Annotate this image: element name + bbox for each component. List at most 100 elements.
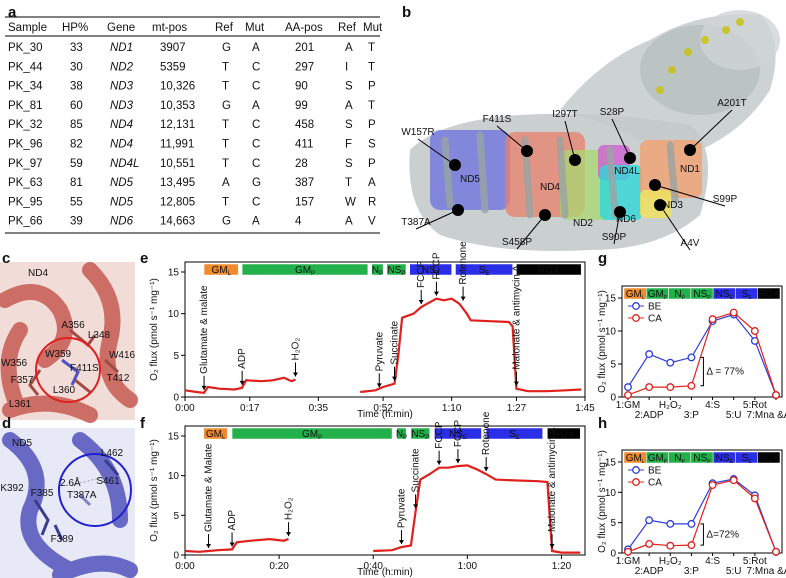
table-cell: C	[252, 196, 260, 208]
table-cell: S	[345, 81, 353, 93]
protocol-label: NSE	[716, 289, 734, 301]
table-cell: 387	[295, 177, 314, 189]
delta-bracket	[700, 356, 704, 387]
x-tick-label: 5:Rot	[743, 556, 767, 567]
shape	[606, 146, 619, 219]
mutation-label: A4V	[681, 238, 700, 249]
protocol-label: SE	[742, 289, 753, 301]
x-tick-label: 1:00	[458, 561, 478, 572]
protocol-label-sub: E	[730, 459, 734, 465]
table-cell: ND5	[110, 196, 134, 208]
data-point	[666, 358, 675, 367]
table-cell: 90	[295, 81, 308, 93]
shape	[684, 48, 692, 56]
table-cell: I	[345, 61, 348, 73]
legend-marker	[632, 478, 640, 486]
event-arrowhead	[206, 544, 212, 549]
protocol-label-main: S	[742, 289, 749, 300]
table-cell: PK_44	[8, 61, 43, 73]
x-axis-label: Time (h:min)	[357, 567, 413, 578]
table-cell: T	[222, 61, 229, 73]
x-tick-label: 7:Mna &AMA	[747, 410, 786, 421]
data-point	[772, 391, 780, 399]
protocol-label-sub: P	[311, 271, 315, 277]
table-cell: 12,131	[160, 119, 195, 131]
protocol-step	[434, 427, 482, 440]
leader-line	[516, 214, 546, 250]
x-tick-label: 0:00	[175, 403, 195, 414]
subunit-label: ND1	[680, 164, 700, 175]
data-point	[624, 391, 632, 399]
panel-label: h	[598, 415, 607, 432]
x-tick-label: 0:35	[309, 403, 329, 414]
table-header: Ref	[338, 22, 357, 34]
residue-label: L462	[101, 448, 124, 459]
event-arrowhead	[455, 459, 461, 464]
residue-label: W416	[109, 350, 136, 361]
protocol-step	[757, 287, 781, 300]
table-cell: T	[368, 42, 375, 54]
legend-marker	[632, 314, 640, 322]
table-cell: 33	[70, 42, 83, 54]
residue-label: F357	[11, 375, 34, 386]
data-point	[624, 547, 632, 556]
protocol-label: GML	[626, 289, 645, 301]
table-header: HP%	[62, 22, 88, 34]
x-tick-label: 0:00	[175, 561, 195, 572]
event-label: Glutamate & malate	[199, 285, 210, 374]
y-tick-label: 5	[610, 518, 616, 529]
protocol-step	[410, 427, 430, 440]
y-axis-label: O₂ flux (pmol s⁻¹ mg⁻¹)	[597, 450, 608, 553]
y-tick-label: 0	[610, 393, 616, 404]
event-label: FCCP	[416, 260, 427, 288]
x-tick-label: 0:17	[240, 403, 260, 414]
shape	[103, 459, 120, 476]
protocol-label: GMP	[302, 429, 322, 441]
table-cell: S	[368, 139, 376, 151]
shape	[560, 150, 610, 220]
x-tick-label: 1:GM	[616, 400, 640, 411]
table-cell: C	[252, 119, 260, 131]
table-header: Gene	[107, 22, 135, 34]
table-cell: A	[252, 42, 260, 54]
protocol-label: NP	[372, 265, 383, 277]
protocol-label: NSP	[693, 289, 711, 301]
table-cell: 201	[295, 42, 314, 54]
leader-line	[417, 138, 456, 166]
data-point	[666, 519, 675, 528]
protocol-label-main: GM	[295, 265, 311, 276]
shape	[441, 136, 454, 209]
protocol-label-sub: L	[222, 435, 226, 441]
delta-annotation: Δ=72%	[706, 529, 739, 540]
protocol-label: NSP	[387, 265, 405, 277]
event-label: Rotenone	[481, 411, 492, 455]
table-header: Ref	[215, 22, 234, 34]
event-label: Succinate	[390, 320, 401, 364]
table-cell: PK_81	[8, 100, 43, 112]
mutation-site	[649, 179, 661, 191]
table-cell: T	[345, 177, 352, 189]
y-tick-label: 0	[173, 393, 179, 404]
protocol-label-main: ROX	[538, 265, 560, 276]
event-label: Succinate	[411, 448, 422, 492]
table-cell: P	[368, 119, 376, 131]
event-label: FCCP	[431, 252, 442, 280]
protocol-label-main: GM	[648, 289, 664, 300]
shape	[61, 358, 80, 386]
data-point	[750, 327, 759, 335]
subunit-label: ND3	[663, 200, 683, 211]
event-label: H₂O₂	[284, 497, 295, 520]
table-cell: 4	[295, 216, 302, 228]
x-tick-label: 1:20	[552, 561, 572, 572]
table-cell: PK_34	[8, 81, 43, 93]
panel-label: e	[140, 250, 148, 267]
protocol-label: GMP	[648, 289, 668, 301]
protocol-label-sub: E	[436, 271, 440, 277]
x-tick-label: 2:ADP	[635, 566, 664, 577]
protocol-step	[241, 263, 369, 276]
protocol-label-sub: P	[425, 435, 429, 441]
shape	[0, 262, 138, 423]
y-tick-label: 15	[168, 432, 180, 443]
leader-line	[611, 118, 631, 159]
table-cell: G	[252, 177, 261, 189]
